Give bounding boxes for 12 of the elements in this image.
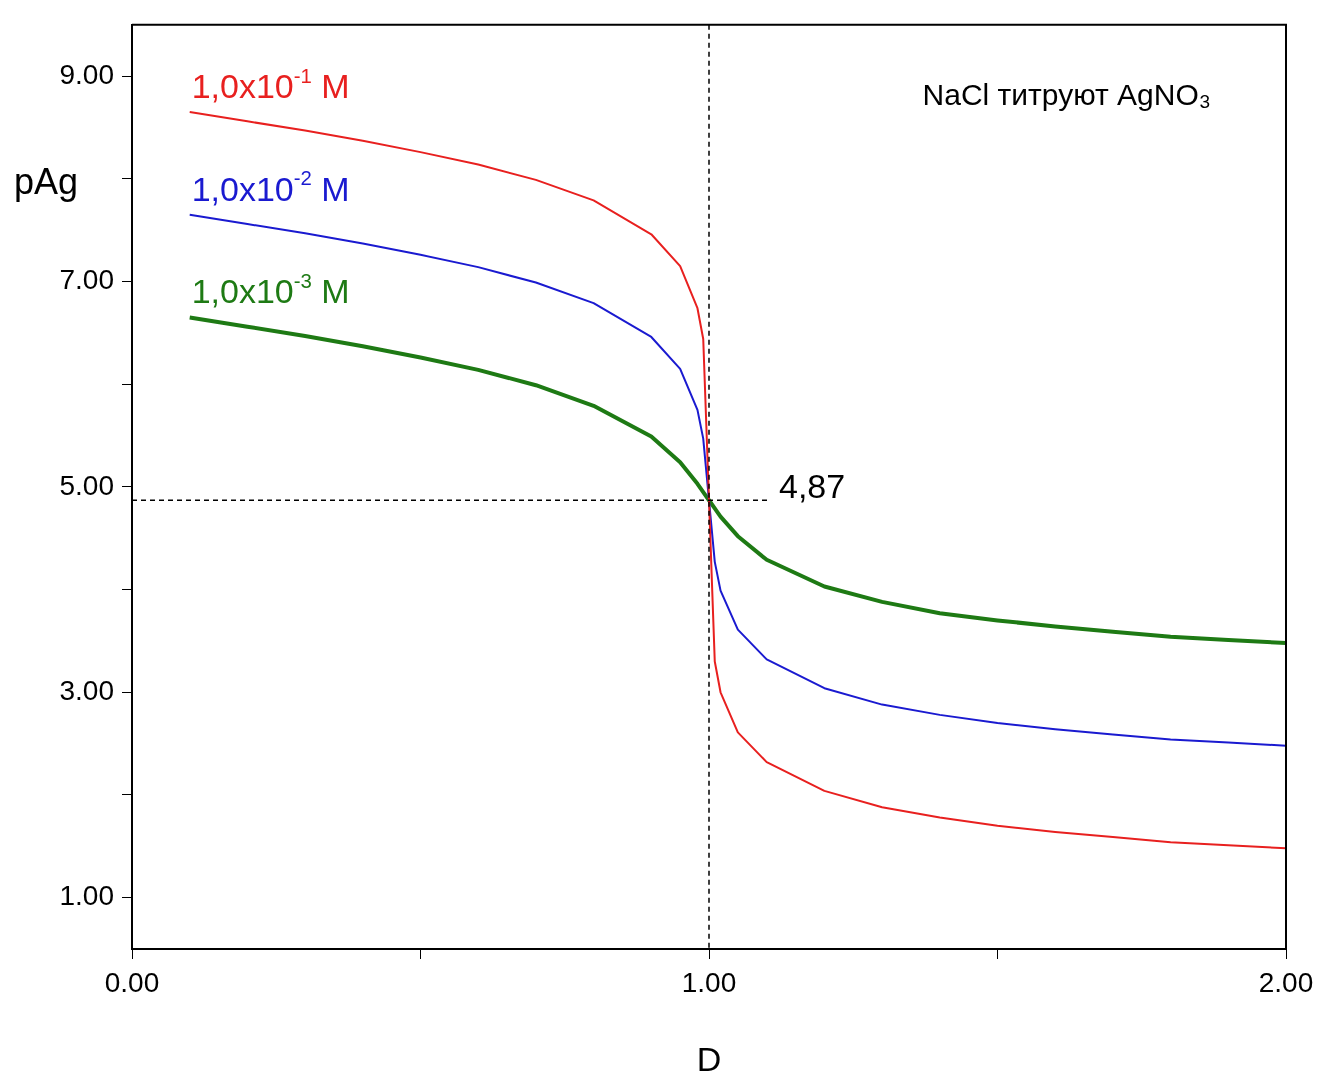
y-tick-label: 9.00 bbox=[59, 58, 114, 90]
x-axis-title: D bbox=[696, 1039, 722, 1078]
x-tick-label: 2.00 bbox=[1258, 966, 1314, 998]
ref-line-label: 4,87 bbox=[779, 467, 846, 506]
y-axis-title: pAg bbox=[14, 161, 79, 203]
y-tick-label: 1.00 bbox=[59, 880, 114, 912]
annotation: NaCl титруют AgNO₃ bbox=[922, 77, 1212, 111]
x-tick-label: 1.00 bbox=[681, 966, 737, 998]
y-tick-label: 3.00 bbox=[59, 675, 114, 706]
y-tick-label: 7.00 bbox=[59, 264, 114, 296]
x-tick-label: 0.00 bbox=[104, 966, 160, 998]
y-tick-label: 5.00 bbox=[59, 469, 114, 501]
